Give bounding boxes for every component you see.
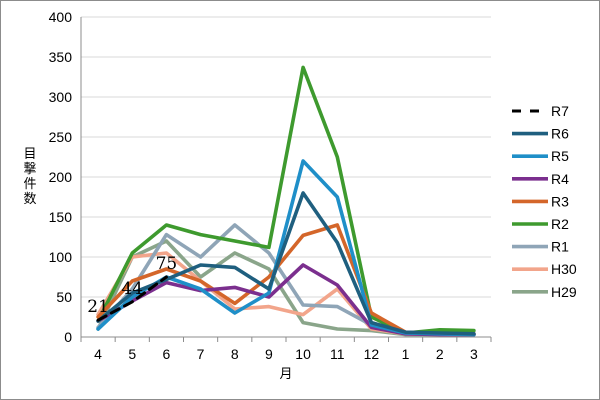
y-axis-label: 目撃件数 xyxy=(23,146,36,206)
x-tick-labels: 4 5 6 7 8 9 10 11 12 1 2 3 xyxy=(94,346,478,362)
x-tick-9: 9 xyxy=(265,346,273,362)
x-tick-11: 11 xyxy=(330,346,345,362)
legend-label-R1: R1 xyxy=(551,239,569,255)
legend-label-H29: H29 xyxy=(551,284,577,300)
y-tick-200: 200 xyxy=(49,169,73,185)
legend-label-R4: R4 xyxy=(551,171,569,187)
legend-label-R3: R3 xyxy=(551,193,569,209)
x-tick-6: 6 xyxy=(163,346,171,362)
y-tick-0: 0 xyxy=(64,329,72,345)
y-tick-50: 50 xyxy=(56,289,72,305)
x-tick-5: 5 xyxy=(128,346,136,362)
x-tick-2: 2 xyxy=(436,346,444,362)
legend: R7 R6 R5 R4 R3 R2 R1 H30 H29 xyxy=(512,103,577,300)
y-tick-100: 100 xyxy=(49,249,73,265)
x-axis-label: 月 xyxy=(279,366,292,381)
x-tick-8: 8 xyxy=(231,346,239,362)
x-tick-10: 10 xyxy=(295,346,311,362)
series-line-R7 xyxy=(96,275,168,322)
legend-label-H30: H30 xyxy=(551,261,577,277)
y-tick-400: 400 xyxy=(49,9,73,25)
axes xyxy=(80,17,492,342)
y-tick-250: 250 xyxy=(49,129,73,145)
x-tick-1: 1 xyxy=(402,346,410,362)
data-labels: 21 44 75 xyxy=(87,254,177,317)
series-line-R6 xyxy=(96,191,476,336)
data-label-R7-1: 44 xyxy=(121,279,143,299)
y-tick-350: 350 xyxy=(49,49,73,65)
data-label-R7-2: 75 xyxy=(156,254,178,274)
x-tick-3: 3 xyxy=(470,346,478,362)
y-axis-label-char: 数 xyxy=(23,191,36,206)
legend-label-R2: R2 xyxy=(551,216,569,232)
x-tick-4: 4 xyxy=(94,346,102,362)
y-axis-label-char: 件 xyxy=(23,176,36,191)
x-tick-7: 7 xyxy=(197,346,205,362)
series-lines xyxy=(96,65,476,337)
legend-label-R7: R7 xyxy=(551,103,569,119)
y-axis-label-char: 目 xyxy=(23,146,36,161)
y-tick-labels: 0 50 100 150 200 250 300 350 400 xyxy=(49,9,73,345)
series-line-R4 xyxy=(96,263,476,337)
legend-label-R5: R5 xyxy=(551,148,569,164)
y-tick-300: 300 xyxy=(49,89,73,105)
gridlines xyxy=(81,16,491,298)
legend-label-R6: R6 xyxy=(551,126,569,142)
data-label-R7-0: 21 xyxy=(87,297,109,317)
x-tick-12: 12 xyxy=(364,346,380,362)
y-axis-label-char: 撃 xyxy=(23,161,36,176)
y-tick-150: 150 xyxy=(49,209,73,225)
